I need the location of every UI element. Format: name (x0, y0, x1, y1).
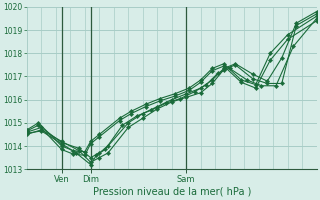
X-axis label: Pression niveau de la mer( hPa ): Pression niveau de la mer( hPa ) (92, 187, 251, 197)
